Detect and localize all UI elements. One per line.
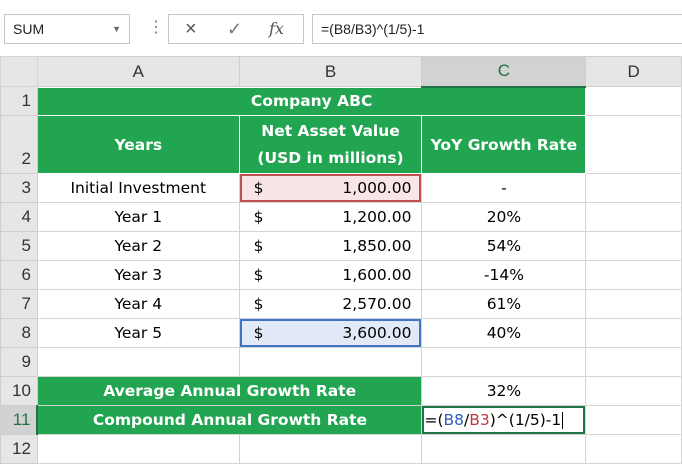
- growth-cell[interactable]: -: [421, 173, 587, 203]
- row-header-3[interactable]: 3: [0, 173, 38, 203]
- avg-growth-value[interactable]: 32%: [421, 376, 587, 406]
- cell-d1[interactable]: [585, 86, 682, 116]
- year-cell[interactable]: Year 1: [36, 202, 240, 232]
- row-header-10[interactable]: 10: [0, 376, 38, 406]
- growth-cell[interactable]: 20%: [421, 202, 587, 232]
- formula-buttons: × ✓ fx: [168, 14, 304, 44]
- currency-symbol: $: [253, 266, 264, 284]
- cell-d2[interactable]: [585, 115, 682, 174]
- select-all-corner[interactable]: [0, 56, 38, 87]
- column-header-b[interactable]: B: [238, 56, 423, 87]
- name-box-value: SUM: [13, 21, 45, 37]
- drag-handle-icon[interactable]: ⋮: [148, 19, 164, 36]
- cell-d7[interactable]: [585, 289, 682, 319]
- name-box[interactable]: SUM ▼: [4, 14, 130, 44]
- value-cell-b8[interactable]: $ 3,600.00: [238, 318, 423, 348]
- header-nav-line2: (USD in millions): [257, 148, 404, 167]
- row-header-6[interactable]: 6: [0, 260, 38, 290]
- cell-d3[interactable]: [585, 173, 682, 203]
- title-cell[interactable]: Company ABC: [36, 86, 587, 116]
- growth-cell[interactable]: 61%: [421, 289, 587, 319]
- chevron-down-icon[interactable]: ▼: [112, 24, 121, 34]
- cell-b12[interactable]: [238, 434, 423, 464]
- formula-part-open: =(: [424, 411, 444, 429]
- growth-cell[interactable]: -14%: [421, 260, 587, 290]
- header-net-asset-value[interactable]: Net Asset Value (USD in millions): [238, 115, 423, 174]
- growth-cell[interactable]: 54%: [421, 231, 587, 261]
- value-amount: 1,000.00: [342, 179, 412, 197]
- cell-d12[interactable]: [585, 434, 682, 464]
- header-years[interactable]: Years: [36, 115, 240, 174]
- currency-symbol: $: [253, 208, 264, 226]
- row-header-9[interactable]: 9: [0, 347, 38, 377]
- value-cell[interactable]: $ 2,570.00: [238, 289, 423, 319]
- currency-symbol: $: [253, 324, 264, 342]
- header-yoy-growth[interactable]: YoY Growth Rate: [421, 115, 587, 174]
- cell-c9[interactable]: [421, 347, 587, 377]
- cell-d8[interactable]: [585, 318, 682, 348]
- avg-growth-label[interactable]: Average Annual Growth Rate: [36, 376, 423, 406]
- row-header-2[interactable]: 2: [0, 115, 38, 174]
- enter-icon[interactable]: ✓: [227, 19, 243, 39]
- header-nav-line1: Net Asset Value: [261, 121, 400, 140]
- currency-symbol: $: [253, 295, 264, 313]
- row-header-1[interactable]: 1: [0, 86, 38, 116]
- year-cell[interactable]: Year 2: [36, 231, 240, 261]
- value-amount: 3,600.00: [342, 324, 412, 342]
- spreadsheet-grid: A B C D 1 Company ABC 2 Years Net Asset …: [0, 56, 682, 464]
- cell-d9[interactable]: [585, 347, 682, 377]
- formula-bar: SUM ▼ ⋮ × ✓ fx =(B8/B3)^(1/5)-1: [0, 0, 682, 56]
- cell-d6[interactable]: [585, 260, 682, 290]
- column-header-a[interactable]: A: [36, 56, 240, 87]
- cell-a12[interactable]: [36, 434, 240, 464]
- cell-b9[interactable]: [238, 347, 423, 377]
- cell-d5[interactable]: [585, 231, 682, 261]
- year-cell[interactable]: Year 3: [36, 260, 240, 290]
- value-cell-b3[interactable]: $ 1,000.00: [238, 173, 423, 203]
- formula-ref-b3: B3: [469, 411, 490, 429]
- cancel-icon[interactable]: ×: [185, 18, 197, 40]
- value-amount: 2,570.00: [342, 295, 412, 313]
- formula-part-slash: /: [464, 411, 470, 429]
- row-header-7[interactable]: 7: [0, 289, 38, 319]
- row-header-4[interactable]: 4: [0, 202, 38, 232]
- year-cell[interactable]: Initial Investment: [36, 173, 240, 203]
- cell-d11[interactable]: [585, 405, 682, 435]
- cell-d10[interactable]: [585, 376, 682, 406]
- insert-function-icon[interactable]: fx: [269, 19, 284, 38]
- row-header-11[interactable]: 11: [0, 405, 39, 435]
- year-cell[interactable]: Year 4: [36, 289, 240, 319]
- value-cell[interactable]: $ 1,200.00: [238, 202, 423, 232]
- currency-symbol: $: [253, 237, 264, 255]
- row-header-12[interactable]: 12: [0, 434, 38, 464]
- formula-part-close: )^(1/5)-1: [489, 411, 562, 429]
- value-amount: 1,600.00: [342, 266, 412, 284]
- text-cursor: [562, 412, 564, 429]
- value-amount: 1,200.00: [342, 208, 412, 226]
- value-cell[interactable]: $ 1,850.00: [238, 231, 423, 261]
- cagr-formula-cell[interactable]: =(B8/B3)^(1/5)-1: [421, 405, 587, 435]
- cell-c12[interactable]: [421, 434, 587, 464]
- row-header-5[interactable]: 5: [0, 231, 38, 261]
- growth-cell[interactable]: 40%: [421, 318, 587, 348]
- column-header-c[interactable]: C: [421, 56, 587, 88]
- formula-input[interactable]: =(B8/B3)^(1/5)-1: [312, 14, 682, 44]
- cell-a9[interactable]: [36, 347, 240, 377]
- cagr-label[interactable]: Compound Annual Growth Rate: [36, 405, 423, 435]
- year-cell[interactable]: Year 5: [36, 318, 240, 348]
- value-amount: 1,850.00: [342, 237, 412, 255]
- cell-d4[interactable]: [585, 202, 682, 232]
- formula-ref-b8: B8: [443, 411, 465, 429]
- column-header-d[interactable]: D: [585, 56, 682, 87]
- row-header-8[interactable]: 8: [0, 318, 38, 348]
- value-cell[interactable]: $ 1,600.00: [238, 260, 423, 290]
- currency-symbol: $: [253, 179, 264, 197]
